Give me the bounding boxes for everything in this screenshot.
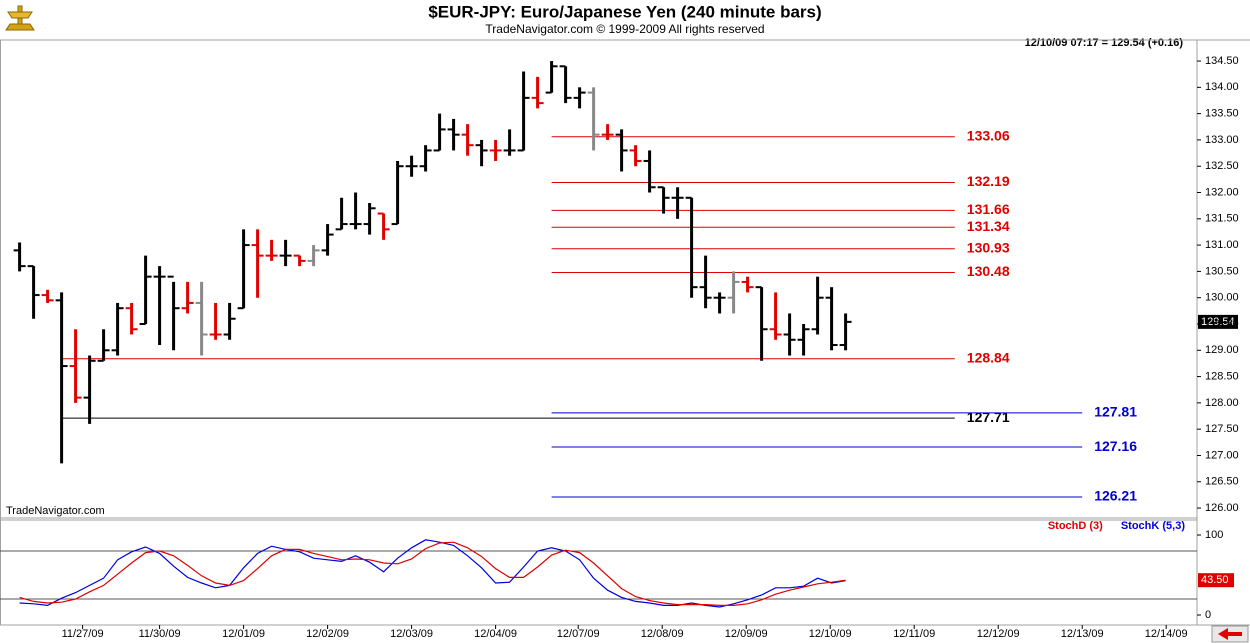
x-tick-label: 12/03/09: [390, 628, 433, 640]
frames: [0, 39, 1250, 626]
line-series: [19, 541, 846, 606]
x-tick-label: 11/30/09: [139, 628, 181, 640]
x-tick-label: 12/08/09: [641, 628, 684, 640]
value-label-box: [1198, 573, 1234, 588]
x-tick-label: 12/13/09: [1061, 628, 1104, 640]
y-tick-label: 134.50: [1205, 55, 1239, 67]
y-tick-label: 126.50: [1205, 476, 1239, 488]
last-price-box: [1198, 314, 1238, 329]
x-tick-label: 12/01/09: [222, 628, 265, 640]
x-tick-label: 12/04/09: [474, 628, 517, 640]
y-tick-label: 127.50: [1205, 423, 1239, 435]
x-tick-label: 12/02/09: [306, 628, 349, 640]
level-label: 127.71: [967, 409, 1010, 425]
scroll-back-button[interactable]: [1211, 625, 1249, 643]
y-tick-label: 130.50: [1205, 265, 1239, 277]
legend-entry: StochK (5,3): [1121, 520, 1186, 532]
last-price-label: 129.54: [1201, 316, 1235, 328]
x-tick-label: 12/12/09: [977, 628, 1020, 640]
y-tick-label: 0: [1205, 609, 1211, 621]
line-series: [19, 539, 846, 608]
level-label: 133.06: [967, 127, 1010, 143]
y-tick-label: 133.50: [1205, 108, 1239, 120]
y-tick-label: 100: [1205, 529, 1223, 541]
y-tick-label: 128.50: [1205, 370, 1239, 382]
y-tick-label: 129.50: [1205, 318, 1239, 330]
level-label: 131.66: [967, 201, 1010, 217]
level-label: 127.81: [1094, 404, 1137, 420]
legend-entry: StochD (3): [1048, 520, 1103, 532]
level-label: 126.21: [1094, 488, 1137, 504]
y-tick-label: 129.00: [1205, 344, 1239, 356]
x-tick-label: 12/09/09: [725, 628, 768, 640]
level-label: 131.34: [967, 218, 1010, 234]
x-tick-label: 12/11/09: [893, 628, 935, 640]
y-tick-label: 131.00: [1205, 239, 1239, 251]
x-tick-label: 11/27/09: [62, 628, 104, 640]
level-label: 130.48: [967, 263, 1010, 279]
watermark: TradeNavigator.com: [6, 505, 105, 517]
level-label: 127.16: [1094, 438, 1137, 454]
chart-subtitle: TradeNavigator.com © 1999-2009 All right…: [485, 22, 764, 36]
level-label: 128.84: [967, 349, 1010, 365]
y-tick-label: 130.00: [1205, 292, 1239, 304]
y-tick-label: 132.50: [1205, 160, 1239, 172]
x-tick-label: 12/07/09: [557, 628, 600, 640]
chart-title: $EUR-JPY: Euro/Japanese Yen (240 minute …: [428, 2, 821, 21]
level-label: 132.19: [967, 173, 1010, 189]
value-label: 43.50: [1201, 574, 1229, 586]
y-tick-label: 126.00: [1205, 502, 1239, 514]
level-label: 130.93: [967, 239, 1010, 255]
x-tick-label: 12/14/09: [1145, 628, 1188, 640]
y-tick-label: 131.50: [1205, 213, 1239, 225]
y-tick-label: 127.00: [1205, 449, 1239, 461]
x-tick-label: 12/10/09: [809, 628, 852, 640]
logo: [5, 5, 35, 31]
y-tick-label: 132.00: [1205, 186, 1239, 198]
last-quote: 12/10/09 07:17 = 129.54 (+0.16): [1025, 37, 1184, 49]
y-tick-label: 134.00: [1205, 81, 1239, 93]
y-tick-label: 133.00: [1205, 134, 1239, 146]
y-tick-label: 128.00: [1205, 397, 1239, 409]
